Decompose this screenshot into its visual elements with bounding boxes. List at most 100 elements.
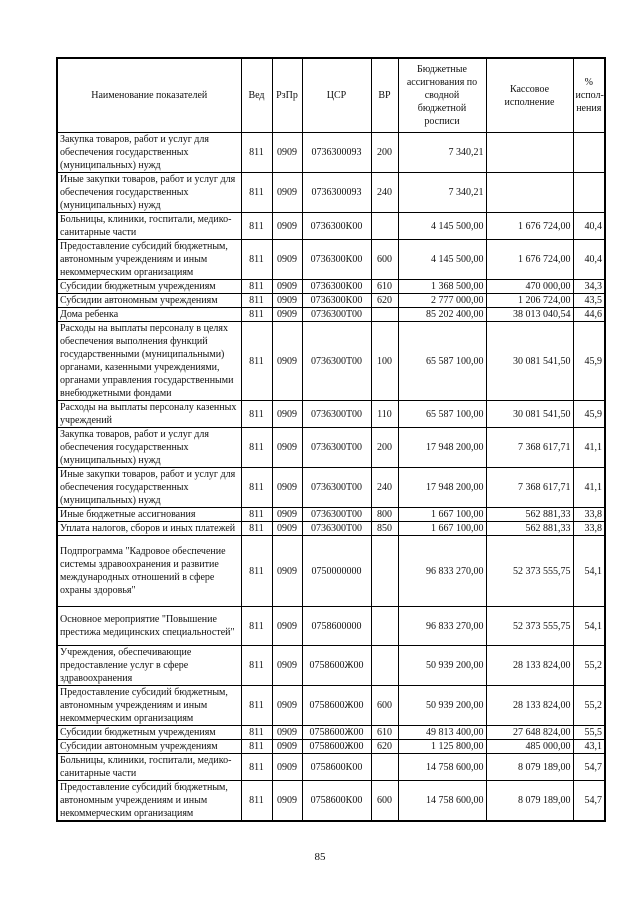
table-row: Учреждения, обеспечивающие предоставлени… — [56, 645, 606, 686]
cell-pct: 41,1 — [572, 427, 606, 468]
cell-name: Уплата налогов, сборов и иных платежей — [56, 521, 242, 536]
cell-cash: 52 373 555,75 — [485, 606, 574, 646]
cell-ved: 811 — [240, 780, 273, 822]
cell-name: Иные закупки товаров, работ и услуг для … — [56, 172, 242, 213]
cell-cash: 28 133 824,00 — [485, 645, 574, 686]
cell-name: Субсидии автономным учреждениям — [56, 293, 242, 308]
cell-csr: 0758600Ж00 — [301, 645, 372, 686]
cell-csr: 0736300Т00 — [301, 400, 372, 428]
cell-vr: 600 — [370, 685, 399, 726]
cell-cash: 7 368 617,71 — [485, 427, 574, 468]
cell-ved: 811 — [240, 535, 273, 607]
cell-ved: 811 — [240, 645, 273, 686]
cell-name: Субсидии бюджетным учреждениям — [56, 279, 242, 294]
cell-pct: 40,4 — [572, 212, 606, 240]
cell-ved: 811 — [240, 321, 273, 401]
cell-name: Больницы, клиники, госпитали, медико-сан… — [56, 753, 242, 781]
cell-cash: 30 081 541,50 — [485, 400, 574, 428]
cell-rzpr: 0909 — [271, 645, 303, 686]
column-header-vr: ВР — [370, 57, 399, 133]
cell-pct: 40,4 — [572, 239, 606, 280]
cell-vr: 240 — [370, 172, 399, 213]
table-header: Наименование показателей Вед РзПр ЦСР ВР Бюдж… — [56, 57, 606, 133]
cell-ved: 811 — [240, 467, 273, 508]
cell-cash: 1 676 724,00 — [485, 239, 574, 280]
cell-cash: 52 373 555,75 — [485, 535, 574, 607]
cell-rzpr: 0909 — [271, 321, 303, 401]
cell-cash: 38 013 040,54 — [485, 307, 574, 322]
cell-vr: 620 — [370, 739, 399, 754]
cell-csr: 0758600К00 — [301, 780, 372, 822]
cell-csr: 0736300К00 — [301, 293, 372, 308]
cell-csr: 0736300093 — [301, 132, 372, 173]
cell-ved: 811 — [240, 239, 273, 280]
cell-cash: 30 081 541,50 — [485, 321, 574, 401]
cell-budget: 65 587 100,00 — [397, 400, 487, 428]
table-row: Больницы, клиники, госпитали, медико-сан… — [56, 753, 606, 781]
cell-budget: 50 939 200,00 — [397, 685, 487, 726]
cell-rzpr: 0909 — [271, 467, 303, 508]
cell-ved: 811 — [240, 507, 273, 522]
cell-budget: 1 667 100,00 — [397, 507, 487, 522]
cell-ved: 811 — [240, 521, 273, 536]
budget-table: Наименование показателей Вед РзПр ЦСР ВР Бюдж… — [56, 57, 606, 822]
cell-csr: 0736300Т00 — [301, 467, 372, 508]
cell-vr: 240 — [370, 467, 399, 508]
cell-rzpr: 0909 — [271, 279, 303, 294]
table-row: Субсидии бюджетным учреждениям 811 0909 073… — [56, 279, 606, 294]
cell-vr — [370, 535, 399, 607]
cell-pct: 43,5 — [572, 293, 606, 308]
table-row: Субсидии бюджетным учреждениям 811 0909 075… — [56, 725, 606, 740]
cell-budget: 7 340,21 — [397, 132, 487, 173]
cell-ved: 811 — [240, 685, 273, 726]
cell-cash: 1 206 724,00 — [485, 293, 574, 308]
cell-vr: 200 — [370, 427, 399, 468]
cell-ved: 811 — [240, 753, 273, 781]
cell-pct — [572, 132, 606, 173]
cell-cash: 27 648 824,00 — [485, 725, 574, 740]
cell-budget: 50 939 200,00 — [397, 645, 487, 686]
cell-budget: 96 833 270,00 — [397, 535, 487, 607]
cell-rzpr: 0909 — [271, 293, 303, 308]
cell-pct: 41,1 — [572, 467, 606, 508]
cell-name: Субсидии автономным учреждениям — [56, 739, 242, 754]
cell-csr: 0736300К00 — [301, 212, 372, 240]
cell-budget: 4 145 500,00 — [397, 239, 487, 280]
cell-budget: 65 587 100,00 — [397, 321, 487, 401]
cell-name: Предоставление субсидий бюджетным, автон… — [56, 780, 242, 822]
table-row: Закупка товаров, работ и услуг для обесп… — [56, 427, 606, 468]
cell-ved: 811 — [240, 172, 273, 213]
cell-pct: 54,1 — [572, 606, 606, 646]
cell-csr: 0758600Ж00 — [301, 725, 372, 740]
cell-ved: 811 — [240, 132, 273, 173]
cell-rzpr: 0909 — [271, 606, 303, 646]
cell-pct: 44,6 — [572, 307, 606, 322]
column-header-name: Наименование показателей — [56, 57, 242, 133]
table-row: Уплата налогов, сборов и иных платежей 81… — [56, 521, 606, 536]
cell-name: Субсидии бюджетным учреждениям — [56, 725, 242, 740]
cell-budget: 14 758 600,00 — [397, 753, 487, 781]
cell-name: Закупка товаров, работ и услуг для обесп… — [56, 427, 242, 468]
cell-name: Предоставление субсидий бюджетным, автон… — [56, 685, 242, 726]
cell-budget: 7 340,21 — [397, 172, 487, 213]
cell-cash: 1 676 724,00 — [485, 212, 574, 240]
cell-budget: 17 948 200,00 — [397, 467, 487, 508]
cell-pct: 54,7 — [572, 753, 606, 781]
cell-cash — [485, 132, 574, 173]
cell-cash: 8 079 189,00 — [485, 780, 574, 822]
cell-vr: 800 — [370, 507, 399, 522]
cell-vr — [370, 645, 399, 686]
cell-name: Предоставление субсидий бюджетным, автон… — [56, 239, 242, 280]
cell-ved: 811 — [240, 606, 273, 646]
cell-ved: 811 — [240, 427, 273, 468]
cell-csr: 0750000000 — [301, 535, 372, 607]
table-row: Расходы на выплаты персоналу казенных уч… — [56, 400, 606, 428]
cell-rzpr: 0909 — [271, 307, 303, 322]
table-row: Подпрограмма "Кадровое обеспечение систе… — [56, 535, 606, 607]
cell-csr: 0736300093 — [301, 172, 372, 213]
cell-vr: 610 — [370, 725, 399, 740]
cell-pct: 54,7 — [572, 780, 606, 822]
cell-pct: 45,9 — [572, 321, 606, 401]
column-header-budget: Бюджетные ассигнования по сводной бюджет… — [397, 57, 487, 133]
table-row: Предоставление субсидий бюджетным, автон… — [56, 685, 606, 726]
